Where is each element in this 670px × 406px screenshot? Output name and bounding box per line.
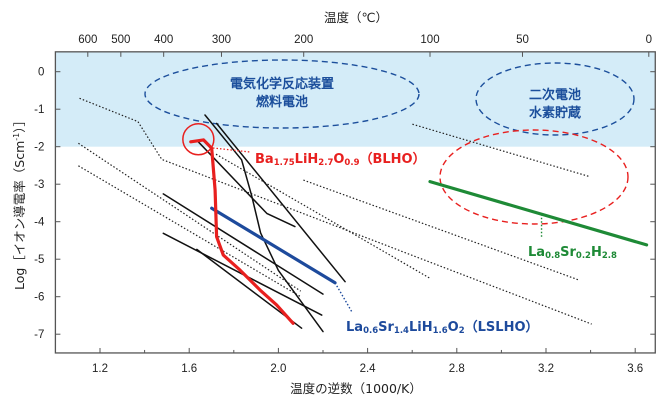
region-label: 二次電池 — [529, 87, 581, 103]
formula-subscript: 1.6 — [433, 326, 448, 336]
x-tick-label: 2.4 — [360, 363, 377, 375]
formula-text: O — [448, 320, 459, 335]
top-tick-label: 300 — [212, 34, 231, 46]
region-label: 燃料電池 — [256, 94, 308, 110]
x-tick-label: 2.8 — [449, 363, 465, 375]
reference-dotted-series — [412, 123, 591, 178]
blho-label: Ba1.75LiH2.7O0.9（BLHO） — [255, 151, 426, 168]
formula-text: H — [591, 245, 602, 260]
x-tick-label: 1.6 — [181, 363, 197, 375]
y-tick-label: 0 — [38, 67, 44, 79]
fuel-cell-region-ellipse — [144, 59, 420, 129]
formula-subscript: 2.7 — [318, 158, 333, 168]
top-tick-label: 200 — [294, 34, 313, 46]
reference-series — [162, 193, 324, 295]
y-label-close: ）］ — [12, 114, 27, 133]
reference-dotted-series — [303, 179, 579, 281]
y-tick-label: -1 — [34, 104, 44, 116]
formula-text: La — [346, 320, 363, 335]
blho-highlight-circle — [182, 122, 215, 156]
top-tick-label: 0 — [646, 34, 652, 46]
y-tick-label: -6 — [34, 292, 44, 304]
lasrh-series — [428, 180, 649, 247]
formula-subscript: 0.9 — [344, 158, 359, 168]
formula-subscript: 1.75 — [274, 158, 295, 168]
formula-text: （LSLHO） — [465, 319, 539, 335]
y-tick-label: -7 — [34, 329, 44, 341]
x-tick-label: 3.2 — [538, 363, 554, 375]
reference-series — [197, 141, 296, 228]
blho-series — [189, 138, 295, 325]
y-tick-label: -2 — [34, 142, 44, 154]
top-axis-title: 温度（℃） — [324, 10, 388, 25]
lslho-label: La0.6Sr1.4LiH1.6O2（LSLHO） — [346, 319, 539, 336]
reference-series — [215, 122, 346, 283]
y-label-exp: -1 — [12, 133, 21, 141]
formula-text: （BLHO） — [359, 151, 425, 167]
top-tick-label: 400 — [154, 34, 173, 46]
plot-frame — [54, 51, 656, 354]
x-tick-label: 2.0 — [270, 363, 286, 375]
top-tick-label: 50 — [516, 34, 529, 46]
x-tick-label: 1.2 — [92, 363, 108, 375]
y-label-main: Log［イオン導電率（Scm — [12, 141, 27, 290]
formula-text: Sr — [378, 320, 394, 335]
formula-subscript: 0.6 — [363, 326, 378, 336]
y-tick-label: -3 — [34, 179, 44, 191]
formula-subscript: 2 — [459, 326, 465, 336]
target-region-ellipse — [439, 129, 629, 225]
formula-subscript: 1.4 — [394, 326, 409, 336]
formula-subscript: 0.2 — [576, 251, 591, 261]
y-tick-label: -5 — [34, 254, 44, 266]
lslho-series — [210, 206, 337, 285]
reference-dotted-series — [78, 142, 302, 292]
reference-dotted-series — [79, 97, 592, 325]
formula-subscript: 0.8 — [545, 251, 560, 261]
top-tick-label: 100 — [420, 34, 439, 46]
y-axis-label: Log［イオン導電率（Scm-1）］ — [12, 114, 27, 290]
formula-text: LiH — [295, 152, 319, 167]
lslho-leader — [334, 282, 353, 313]
blho-leader — [212, 147, 251, 153]
x-tick-label: 3.6 — [627, 363, 643, 375]
formula-text: LiH — [409, 320, 433, 335]
reference-dotted-series — [215, 153, 431, 279]
top-tick-label: 500 — [111, 34, 130, 46]
x-axis-label: 温度の逆数（1000/K） — [290, 381, 422, 396]
formula-text: O — [333, 152, 344, 167]
lasrh-label: La0.8Sr0.2H2.8 — [528, 245, 617, 261]
reference-series — [204, 114, 324, 333]
formula-text: Ba — [255, 152, 274, 167]
formula-text: La — [528, 245, 545, 260]
formula-subscript: 2.8 — [602, 251, 617, 261]
y-tick-label: -4 — [34, 217, 45, 229]
region-label: 電気化学反応装置 — [230, 76, 334, 92]
top-tick-label: 600 — [78, 34, 97, 46]
formula-text: Sr — [560, 245, 576, 260]
reference-dotted-series — [78, 165, 302, 298]
battery-region-ellipse — [475, 62, 635, 136]
region-label: 水素貯蔵 — [529, 105, 581, 121]
